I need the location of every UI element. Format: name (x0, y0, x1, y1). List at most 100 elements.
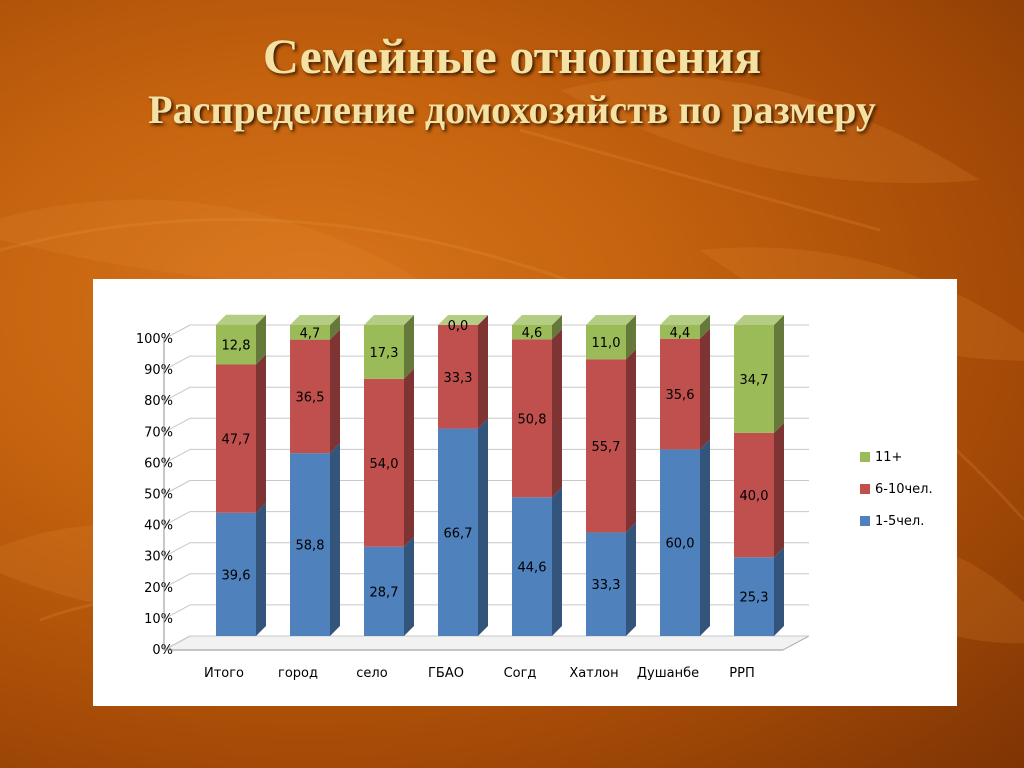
bar-segment (216, 324, 256, 365)
data-label: 36,5 (296, 390, 325, 405)
bar-segment (216, 364, 256, 513)
data-label: 34,7 (740, 373, 769, 388)
data-label: 39,6 (222, 568, 251, 583)
bar-segment (660, 449, 700, 636)
bar-segment (364, 378, 404, 547)
x-tick-label: ГБАО (428, 666, 464, 681)
bar-segment (586, 359, 626, 533)
bar-segment (290, 325, 330, 340)
data-label: 47,7 (222, 433, 251, 448)
data-label: 4,7 (300, 326, 321, 341)
data-label: 55,7 (592, 440, 621, 455)
data-label: 35,6 (666, 388, 695, 403)
data-label: 4,4 (670, 326, 691, 341)
x-tick-label: Согд (504, 666, 537, 681)
stacked-bar-chart: 0% 10% 20% 30% 40% 50% 60% 70% 80% 90% 100% 39,6 47,… (136, 314, 933, 681)
y-tick-label: 30% (144, 550, 173, 565)
gridline-depth (163, 480, 191, 495)
data-label: 54,0 (370, 457, 399, 472)
x-tick-label: город (278, 666, 318, 681)
bar-top (734, 315, 784, 325)
bar-segment (512, 497, 552, 636)
bar-segment (734, 432, 774, 558)
bar-segment (586, 325, 626, 360)
x-tick-label: село (356, 666, 387, 681)
gridline-depth (163, 355, 191, 371)
legend-label: 1-5чел. (875, 514, 924, 529)
bar-segment-side (774, 547, 784, 636)
x-tick-label: Хатлон (569, 666, 618, 681)
bar-segment (438, 325, 478, 429)
bar-segment (364, 325, 404, 379)
legend-label: 6-10чел. (875, 482, 933, 497)
bar-segment (290, 453, 330, 636)
bar-segment-side (552, 487, 562, 636)
bar-segment (734, 325, 774, 433)
x-tick-label: РРП (729, 666, 754, 681)
data-label: 12,8 (222, 339, 251, 354)
bar-top (660, 315, 710, 325)
bar-segment-side (404, 368, 414, 547)
gridline-depth (163, 573, 191, 589)
bar-segment-side (330, 329, 340, 454)
bar-segment-side (478, 418, 488, 636)
bar-top (586, 315, 636, 325)
y-tick-label: 60% (144, 456, 173, 471)
bar-segment-side (700, 439, 710, 636)
data-label: 50,8 (518, 412, 547, 427)
data-label: 60,0 (666, 537, 695, 552)
y-tick-label: 90% (144, 363, 173, 378)
data-label: 17,3 (370, 346, 399, 361)
x-tick-label: Итого (204, 666, 244, 681)
legend-swatch (860, 484, 870, 494)
bar-top (438, 315, 488, 325)
bar-segment-side (626, 349, 636, 533)
bar-segment-side (256, 314, 266, 365)
bar-segment (438, 428, 478, 636)
chart-floor (163, 635, 810, 651)
bar-segment-side (256, 354, 266, 513)
data-label: 33,3 (444, 371, 473, 386)
bar-segment-side (330, 315, 340, 340)
bar-segment (734, 557, 774, 636)
chart-panel: 0% 10% 20% 30% 40% 50% 60% 70% 80% 90% 100% 39,6 47,… (93, 279, 957, 706)
bar-top (364, 315, 414, 325)
bar-segment-side (404, 315, 414, 379)
bar-segment-side (330, 443, 340, 636)
bar-segment-side (404, 536, 414, 636)
bar-segment (586, 532, 626, 636)
y-tick-label: 70% (144, 425, 173, 440)
data-label: 0,0 (448, 319, 469, 334)
y-tick-label: 40% (144, 519, 173, 534)
gridline-depth (163, 417, 191, 433)
data-label: 40,0 (740, 489, 769, 504)
bar-top (290, 315, 340, 325)
gridline-depth (163, 635, 191, 651)
bar-segment-side (774, 422, 784, 558)
slide-subtitle: Распределение домохозяйств по размеру (148, 86, 876, 132)
bar-segment-side (700, 328, 710, 450)
bar-segment-side (626, 315, 636, 360)
y-tick-label: 10% (144, 612, 173, 627)
data-label: 66,7 (444, 526, 473, 541)
gridline-depth (163, 324, 191, 340)
bar-segment (512, 325, 552, 340)
x-tick-label: Душанбе (637, 666, 699, 681)
bar-top (216, 314, 266, 325)
bar-segment (660, 338, 700, 450)
data-label: 58,8 (296, 539, 325, 554)
gridline-depth (163, 511, 191, 527)
data-label: 4,6 (522, 326, 543, 341)
bar-segment-side (774, 315, 784, 433)
bar-segment (364, 546, 404, 636)
y-tick-label: 0% (152, 643, 173, 658)
gridline-depth (163, 604, 191, 620)
y-tick-label: 80% (144, 394, 173, 409)
legend-label: 11+ (875, 450, 902, 465)
gridline-depth (163, 542, 191, 558)
bar-segment (216, 512, 256, 636)
bar-segment (512, 339, 552, 498)
bar-top (512, 315, 562, 325)
bar-segment (290, 339, 330, 454)
slide-title: Семейные отношения (262, 28, 762, 84)
